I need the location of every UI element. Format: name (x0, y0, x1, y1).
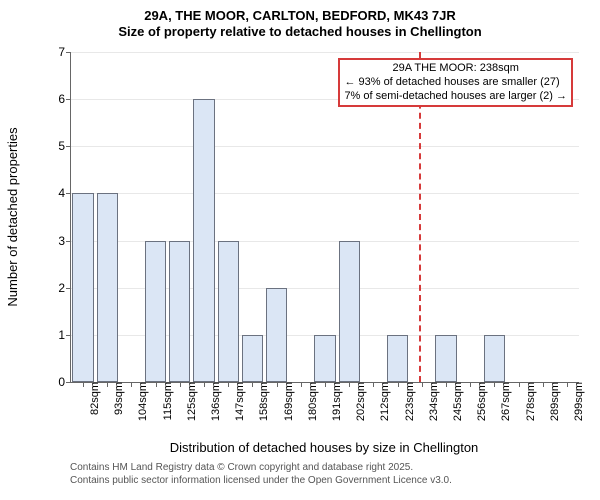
x-tick-label: 256sqm (470, 382, 488, 421)
x-tick-label: 299sqm (567, 382, 585, 421)
bar (387, 335, 408, 382)
y-tick-label: 6 (58, 92, 71, 106)
chart-title: 29A, THE MOOR, CARLTON, BEDFORD, MK43 7J… (0, 0, 600, 41)
annotation-box: 29A THE MOOR: 238sqm← 93% of detached ho… (338, 58, 573, 107)
x-tick-label: 125sqm (180, 382, 198, 421)
y-tick-label: 1 (58, 328, 71, 342)
x-tick-label: 180sqm (301, 382, 319, 421)
bar (435, 335, 456, 382)
footer-line1: Contains HM Land Registry data © Crown c… (70, 462, 452, 475)
y-tick-label: 5 (58, 139, 71, 153)
annotation-line1: 29A THE MOOR: 238sqm (344, 62, 567, 76)
x-tick-label: 223sqm (398, 382, 416, 421)
x-tick-label: 212sqm (373, 382, 391, 421)
footer-line2: Contains public sector information licen… (70, 475, 452, 488)
bar (242, 335, 263, 382)
bar (97, 193, 118, 382)
y-tick-label: 3 (58, 234, 71, 248)
gridline (71, 52, 579, 53)
bar (169, 241, 190, 382)
annotation-line3: 7% of semi-detached houses are larger (2… (344, 90, 567, 104)
x-tick-label: 245sqm (446, 382, 464, 421)
bar (484, 335, 505, 382)
y-tick-label: 2 (58, 281, 71, 295)
x-tick-label: 169sqm (277, 382, 295, 421)
bar (266, 288, 287, 382)
title-line1: 29A, THE MOOR, CARLTON, BEDFORD, MK43 7J… (0, 8, 600, 24)
bar (72, 193, 93, 382)
annotation-line2: ← 93% of detached houses are smaller (27… (344, 76, 567, 90)
x-tick-label: 289sqm (543, 382, 561, 421)
bar (314, 335, 335, 382)
x-tick-label: 278sqm (519, 382, 537, 421)
y-tick-label: 0 (58, 375, 71, 389)
x-tick-label: 104sqm (131, 382, 149, 421)
x-tick-label: 93sqm (107, 382, 125, 415)
gridline (71, 146, 579, 147)
x-axis-label: Distribution of detached houses by size … (170, 440, 479, 455)
chart-footer: Contains HM Land Registry data © Crown c… (70, 462, 452, 487)
x-tick-label: 267sqm (494, 382, 512, 421)
chart-container: 29A, THE MOOR, CARLTON, BEDFORD, MK43 7J… (0, 0, 600, 500)
bar (339, 241, 360, 382)
x-tick-label: 136sqm (204, 382, 222, 421)
x-tick-label: 202sqm (349, 382, 367, 421)
bar (145, 241, 166, 382)
y-axis-label: Number of detached properties (5, 127, 20, 306)
x-tick-label: 115sqm (156, 382, 174, 420)
bar (218, 241, 239, 382)
y-tick-label: 7 (58, 45, 71, 59)
title-line2: Size of property relative to detached ho… (0, 24, 600, 40)
x-tick-label: 158sqm (252, 382, 270, 421)
y-tick-label: 4 (58, 186, 71, 200)
x-tick-label: 234sqm (422, 382, 440, 421)
x-tick-label: 82sqm (83, 382, 101, 415)
gridline (71, 193, 579, 194)
x-tick-label: 191sqm (325, 382, 343, 421)
x-tick-label: 147sqm (228, 382, 246, 421)
plot-area: 0123456782sqm93sqm104sqm115sqm125sqm136s… (70, 52, 579, 383)
bar (193, 99, 214, 382)
